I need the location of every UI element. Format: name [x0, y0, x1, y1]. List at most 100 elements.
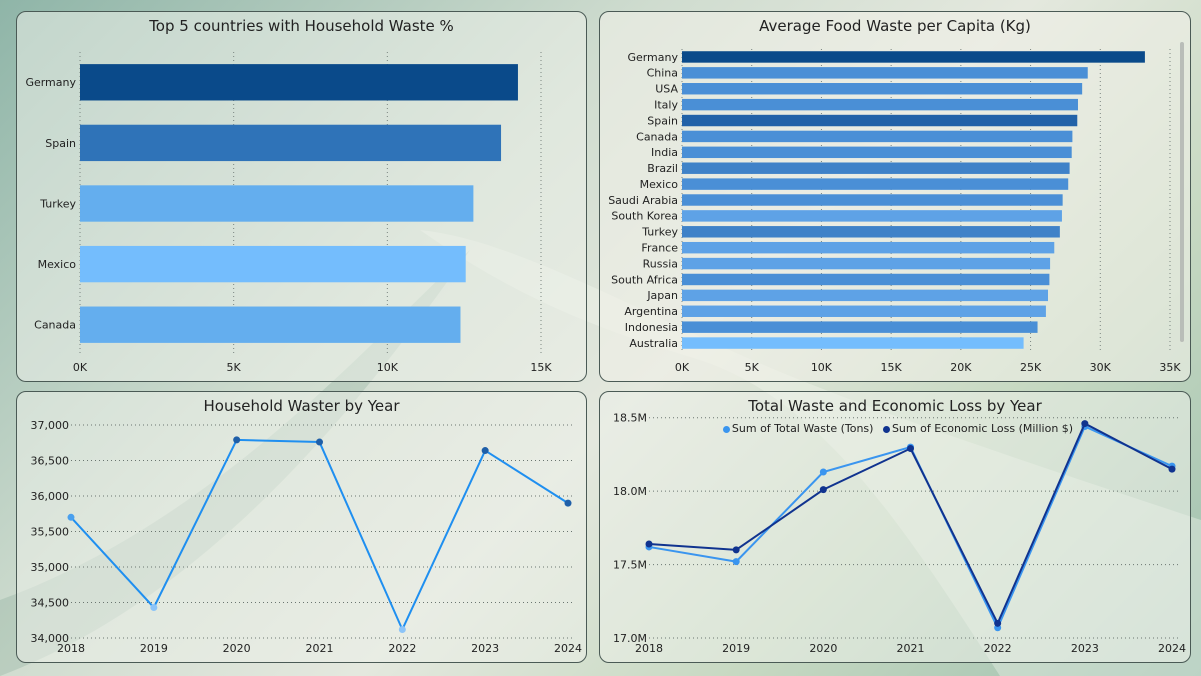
series-line	[70, 438, 569, 632]
data-point	[907, 445, 914, 453]
household-waste-by-year-panel: Household Waster by Year 34,000 34,500 35,…	[16, 391, 587, 663]
x-tick-label: 2020	[223, 642, 251, 655]
series-line	[648, 425, 1173, 631]
category-label: India	[651, 146, 678, 159]
y-tick-label: 17.5M	[613, 559, 647, 572]
bar	[682, 273, 1050, 286]
data-point	[316, 438, 323, 446]
data-point	[398, 625, 406, 633]
bar	[682, 337, 1024, 349]
x-tick-label: 10K	[811, 361, 833, 374]
y-tick-label: 18.5M	[613, 412, 647, 425]
x-tick-label: 15K	[530, 361, 552, 374]
bar	[682, 241, 1055, 254]
x-tick-label: 2018	[635, 642, 663, 655]
category-label: Spain	[647, 114, 678, 127]
x-tick-label: 5K	[745, 361, 760, 374]
category-label: Turkey	[39, 197, 76, 210]
bar	[682, 321, 1038, 333]
waste-loss-line-chart: 17.0M 17.5M 18.0M 18.5M 2018 2019 2020 2021 2022…	[613, 412, 1186, 655]
category-label: Saudi Arabia	[608, 194, 678, 207]
data-point	[233, 436, 241, 444]
bar	[682, 257, 1051, 270]
data-point	[645, 540, 653, 548]
chart-title: Average Food Waste per Capita (Kg)	[759, 17, 1031, 35]
data-point	[732, 546, 740, 554]
category-label: Japan	[646, 289, 678, 302]
data-point	[67, 513, 75, 521]
bar	[80, 185, 474, 222]
legend-label-total-waste: Sum of Total Waste (Tons)	[731, 422, 874, 435]
category-label: Indonesia	[625, 321, 678, 334]
category-label: France	[641, 242, 678, 255]
scrollbar-thumb	[1180, 42, 1184, 342]
x-tick-label: 2023	[471, 642, 499, 655]
legend-label-economic-loss: Sum of Economic Loss (Million $)	[891, 422, 1074, 435]
bar	[682, 98, 1078, 111]
y-tick-label: 18.0M	[613, 485, 647, 498]
bar	[682, 178, 1069, 190]
data-point	[1081, 420, 1089, 428]
data-point	[1168, 465, 1176, 473]
x-tick-label: 2018	[57, 642, 85, 655]
x-tick-label: 2024	[554, 642, 582, 655]
x-tick-label: 5K	[227, 361, 242, 374]
bar	[682, 194, 1063, 206]
x-tick-label: 25K	[1020, 361, 1042, 374]
category-label: Mexico	[38, 258, 77, 271]
bar	[682, 289, 1048, 302]
category-label: China	[647, 67, 678, 80]
bar	[682, 305, 1046, 317]
y-tick-label: 35,500	[31, 526, 70, 539]
category-label: Germany	[25, 76, 76, 89]
category-label: Mexico	[640, 178, 679, 191]
legend-dot-total-waste	[722, 425, 730, 433]
x-tick-label: 2021	[306, 642, 334, 655]
data-point	[150, 603, 158, 611]
y-tick-label: 17.0M	[613, 632, 647, 645]
data-point	[819, 486, 827, 494]
category-label: Canada	[34, 319, 76, 332]
household-waste-line-chart: 34,000 34,500 35,000 35,500 36,000 36,500 37,0…	[31, 419, 583, 655]
bar	[682, 51, 1145, 63]
x-tick-label: 2022	[984, 642, 1012, 655]
x-tick-label: 2022	[388, 642, 416, 655]
y-tick-label: 37,000	[31, 419, 70, 432]
category-label: Spain	[45, 137, 76, 150]
y-tick-label: 35,000	[31, 561, 70, 574]
y-tick-label: 34,500	[31, 597, 70, 610]
food-waste-per-capita-panel: Average Food Waste per Capita (Kg) 0K 5K 1…	[599, 11, 1191, 382]
y-tick-label: 36,000	[31, 490, 70, 503]
bar	[80, 64, 518, 101]
bar	[682, 226, 1060, 238]
bar	[80, 124, 502, 162]
x-tick-label: 2019	[140, 642, 168, 655]
data-point	[819, 468, 827, 476]
bar	[80, 245, 466, 283]
bar	[682, 114, 1078, 127]
chart-legend: Sum of Total Waste (Tons) Sum of Economi…	[600, 422, 1190, 435]
x-tick-label: 2019	[722, 642, 750, 655]
data-point	[564, 499, 572, 507]
bar	[80, 306, 461, 343]
x-tick-label: 30K	[1090, 361, 1112, 374]
category-label: Canada	[636, 130, 678, 143]
category-label: South Africa	[611, 273, 678, 286]
bar	[682, 210, 1062, 222]
x-tick-label: 35K	[1159, 361, 1181, 374]
category-label: Australia	[629, 337, 678, 350]
x-tick-label: 2023	[1071, 642, 1099, 655]
y-tick-label: 36,500	[31, 455, 70, 468]
category-label: Germany	[627, 51, 678, 64]
category-label: Argentina	[624, 305, 678, 318]
category-label: Brazil	[647, 162, 678, 175]
category-label: South Korea	[611, 210, 678, 223]
data-point	[994, 619, 1002, 627]
bar	[682, 130, 1073, 143]
chart-title: Total Waste and Economic Loss by Year	[748, 397, 1042, 415]
top-countries-household-waste-panel: Top 5 countries with Household Waste % 0…	[16, 11, 587, 382]
x-tick-label: 2024	[1158, 642, 1186, 655]
data-point	[732, 558, 740, 566]
bar	[682, 67, 1088, 79]
x-tick-label: 20K	[950, 361, 972, 374]
